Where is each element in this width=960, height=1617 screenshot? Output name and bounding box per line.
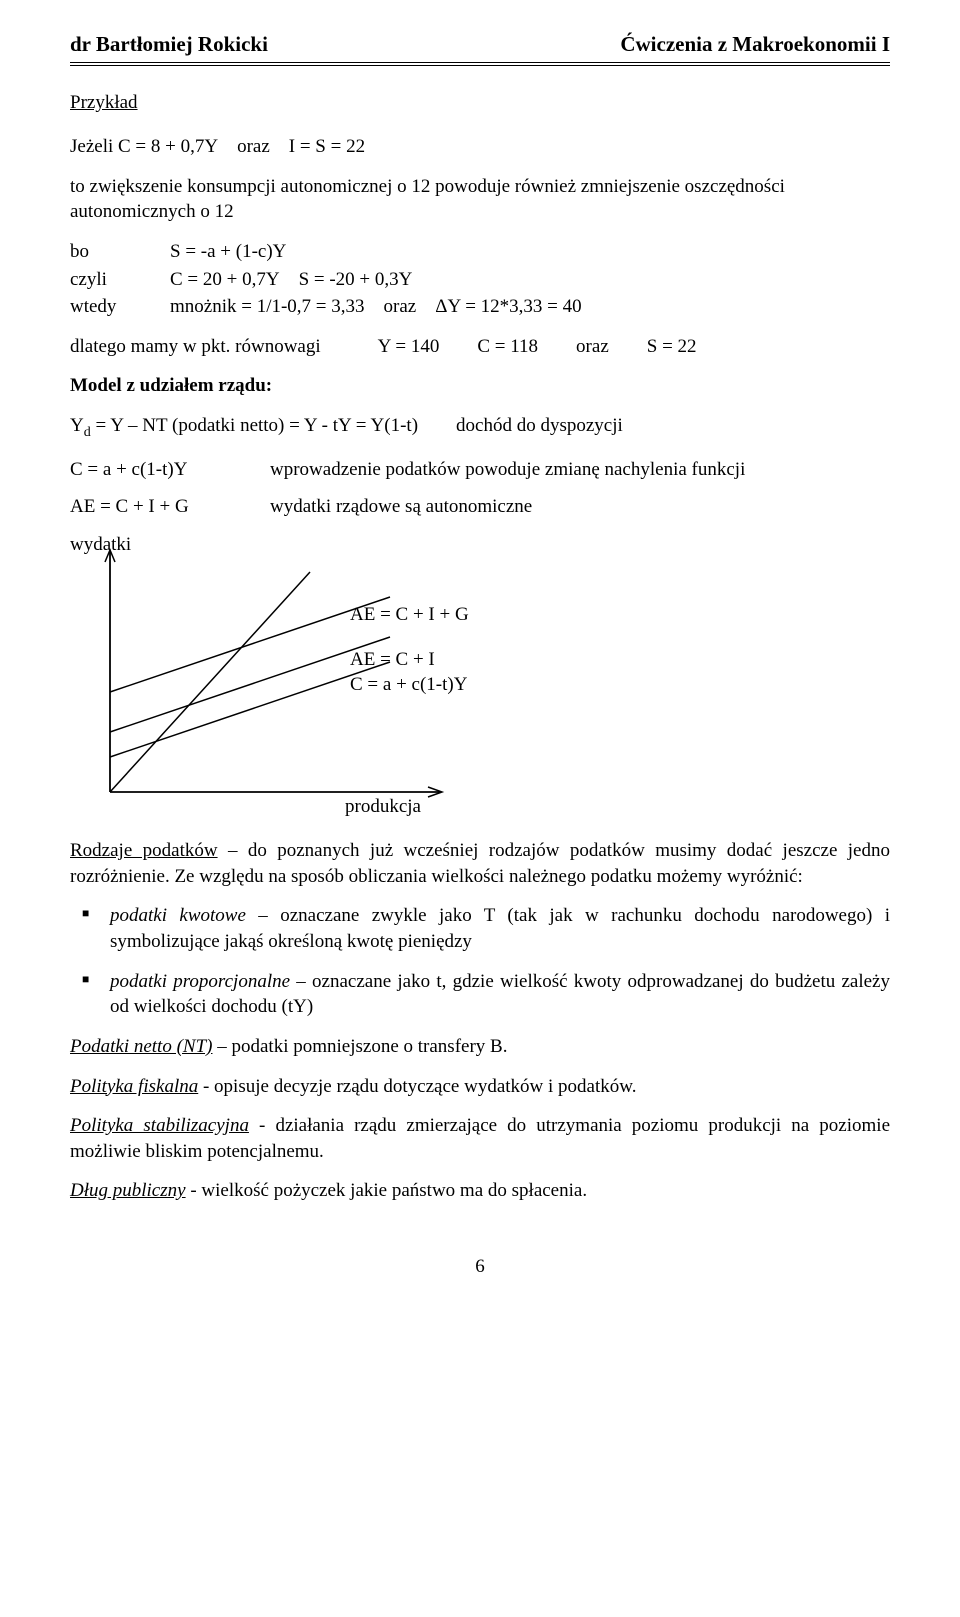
chart-label-bot: C = a + c(1-t)Y [350, 672, 467, 698]
row1-lhs: C = a + c(1-t)Y [70, 457, 270, 483]
val-bo: S = -a + (1-c)Y [170, 239, 890, 265]
header-right: Ćwiczenia z Makroekonomii I [620, 30, 890, 58]
model-title: Model z udziałem rządu: [70, 373, 890, 399]
tax-type-proporcjonalne: podatki proporcjonalne – oznaczane jako … [110, 969, 890, 1020]
def-fiskalna-term: Polityka fiskalna [70, 1076, 198, 1097]
page-header: dr Bartłomiej Rokicki Ćwiczenia z Makroe… [70, 30, 890, 62]
chart-y-label: wydatki [70, 532, 131, 558]
header-left: dr Bartłomiej Rokicki [70, 30, 268, 58]
def-dlug-rest: - wielkość pożyczek jakie państwo ma do … [186, 1180, 588, 1201]
def-fiskalna-rest: - opisuje decyzje rządu dotyczące wydatk… [198, 1076, 636, 1097]
def-fiskalna: Polityka fiskalna - opisuje decyzje rząd… [70, 1074, 890, 1100]
label-wtedy: wtedy [70, 294, 150, 320]
example-title: Przykład [70, 90, 890, 116]
line-implies: to zwiększenie konsumpcji autonomicznej … [70, 174, 890, 225]
row2-lhs: AE = C + I + G [70, 494, 270, 520]
ae-chart: wydatki AE = C + I + G AE = C + I C = a … [70, 532, 590, 832]
def-nt-rest: – podatki pomniejszone o transfery B. [212, 1036, 507, 1057]
definitions-grid: bo S = -a + (1-c)Y czyli C = 20 + 0,7Y S… [70, 239, 890, 320]
row1-rhs: wprowadzenie podatków powoduje zmianę na… [270, 457, 890, 483]
val-wtedy: mnożnik = 1/1-0,7 = 3,33 oraz ΔY = 12*3,… [170, 294, 890, 320]
label-bo: bo [70, 239, 150, 265]
yd-sub: d [84, 425, 91, 440]
chart-label-mid: AE = C + I [350, 647, 435, 673]
header-rule [70, 62, 890, 66]
yd-line: Yd = Y – NT (podatki netto) = Y - tY = Y… [70, 413, 890, 443]
row-ae: AE = C + I + G wydatki rządowe są autono… [70, 494, 890, 520]
yd-rest: = Y – NT (podatki netto) = Y - tY = Y(1-… [91, 415, 623, 436]
def-nt-term: Podatki netto (NT) [70, 1036, 212, 1057]
yd-lhs: Y [70, 415, 84, 436]
def-stabilizacyjna: Polityka stabilizacyjna - działania rząd… [70, 1113, 890, 1164]
line-dlatego: dlatego mamy w pkt. równowagi Y = 140 C … [70, 334, 890, 360]
def-nt: Podatki netto (NT) – podatki pomniejszon… [70, 1034, 890, 1060]
def-dlug: Dług publiczny - wielkość pożyczek jakie… [70, 1178, 890, 1204]
def-stabilizacyjna-term: Polityka stabilizacyjna [70, 1115, 249, 1136]
row-cfunc: C = a + c(1-t)Y wprowadzenie podatków po… [70, 457, 890, 483]
tax-type-kwotowe: podatki kwotowe – oznaczane zwykle jako … [110, 903, 890, 954]
page-number: 6 [70, 1254, 890, 1280]
rodzaje-paragraph: Rodzaje podatków – do poznanych już wcze… [70, 838, 890, 889]
chart-x-label: produkcja [345, 794, 421, 820]
chart-svg [70, 532, 590, 832]
row2-rhs: wydatki rządowe są autonomiczne [270, 494, 890, 520]
tax-types-list: podatki kwotowe – oznaczane zwykle jako … [70, 903, 890, 1020]
bullet2-italic: podatki proporcjonalne [110, 971, 290, 992]
def-dlug-term: Dług publiczny [70, 1180, 186, 1201]
chart-label-top: AE = C + I + G [350, 602, 469, 628]
rodzaje-prefix: Rodzaje podatków [70, 840, 218, 861]
val-czyli: C = 20 + 0,7Y S = -20 + 0,3Y [170, 267, 890, 293]
label-czyli: czyli [70, 267, 150, 293]
bullet1-italic: podatki kwotowe [110, 905, 246, 926]
line-if: Jeżeli C = 8 + 0,7Y oraz I = S = 22 [70, 134, 890, 160]
